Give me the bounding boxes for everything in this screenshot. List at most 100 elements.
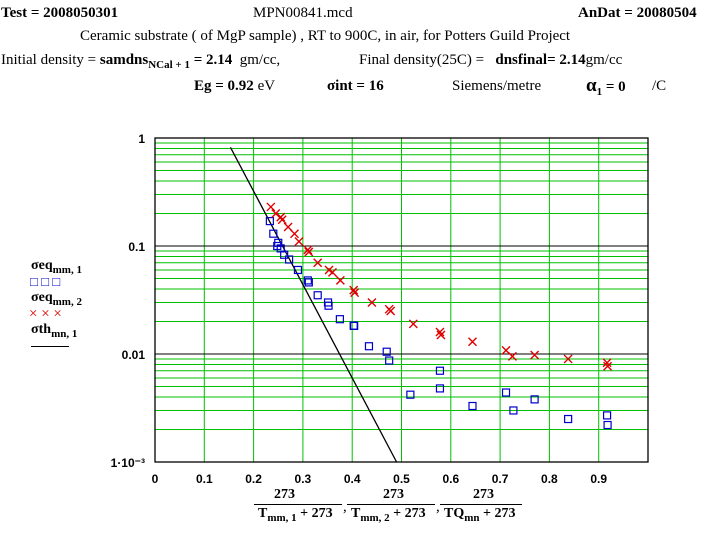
xlabel-den-1: Tmm, 1 + 273 [258,507,333,524]
series-1-point [435,366,445,375]
x-tick-label: 0 [152,472,159,486]
legend-series-1-marker: □ □ □ [30,274,61,289]
series-2-point-stroke [276,212,286,222]
series-1-point [284,255,294,264]
legend-s1-sub: mm, 1 [52,263,82,276]
series-2-point [277,215,287,225]
legend-s3-name: σth [31,322,52,337]
series-3-line [229,147,398,463]
series-1-point [406,390,415,399]
series-2-point [327,267,337,277]
series-2-point-stroke [367,297,377,307]
series-2-point [290,229,300,239]
xlabel-fraction-bar-3 [440,504,522,505]
eg-label: Eg = 0.92 [194,78,254,94]
alpha-symbol: α [586,75,597,96]
xlabel-den-1-rest: + 273 [296,506,333,521]
alpha: α1 = 0 [586,76,626,98]
xlabel-comma-2: , [436,499,440,515]
x-tick-label: 0.4 [344,472,361,486]
series-1-point [350,321,359,331]
series-1-point [313,291,322,300]
series-2-point-stroke [435,327,445,337]
eg-unit: eV [257,78,276,94]
series-2-point [435,327,445,337]
xlabel-den-3: TQmn + 273 [444,507,516,524]
series-1-point [382,347,391,356]
series-2-point [294,237,304,247]
x-tick-label: 0.5 [393,472,410,486]
series-2-point-stroke [271,208,281,218]
final-density-label: Final density(25C) = [359,52,488,68]
series-1-point [364,342,374,351]
andat-label-text: AnDat = [578,5,637,21]
series-1-point [304,278,313,287]
series-1-point [603,420,612,430]
x-tick-label: 0.9 [590,472,607,486]
plot-frame [154,137,649,463]
xlabel-num-2: 273 [383,487,404,502]
series-2-point-stroke [335,275,345,285]
series-2-point [304,247,314,257]
x-tick-label: 0.8 [541,472,558,486]
andat-value: 20080504 [636,5,697,21]
x-tick-label: 0.3 [295,472,312,486]
series-1-point [293,265,303,275]
xlabel-den-1-var: T [258,506,268,521]
test-label-text: Test = [1,5,44,21]
xlabel-den-2-sub: mm, 2 [360,511,390,524]
series-2-point-stroke [327,267,337,277]
series-2-point [349,285,359,295]
series-2-point [335,275,345,285]
series-2-point [350,288,360,298]
series-1-point [385,356,394,365]
series-2-point-stroke [436,330,446,340]
final-density-unit: gm/cc [585,52,623,68]
legend-series-2-marker: × × × [29,306,62,322]
series-1-point [509,406,518,415]
series-1-point [303,276,312,285]
legend-series-2-label: σeqmm, 2 [31,290,82,308]
series-2-point [367,297,377,307]
series-2-point-stroke [294,237,304,247]
series-2-point-stroke [303,245,313,255]
series-2-point [467,337,477,347]
initial-density-sub: NCal + 1 [148,59,190,71]
series-2-point [386,306,396,316]
series-2-point-stroke [266,202,276,212]
y-tick-label: 0.01 [122,348,146,362]
y-tick-label: 1 [138,132,145,146]
xlabel-fraction-bar-2 [347,504,435,505]
series-2-point-stroke [602,358,612,368]
series-2-point [276,212,286,222]
filename: MPN00841.mcd [253,5,353,21]
y-tick-label: 0.1 [128,240,145,254]
series-2-point [530,350,540,360]
series-2-point-stroke [277,215,287,225]
legend-series-3-label: σthmn, 1 [31,322,77,340]
series-2-point [507,351,517,361]
series-1-point [269,229,278,238]
xlabel-num-3: 273 [473,487,494,502]
series-2-point-stroke [467,337,477,347]
initial-density-label: Initial density = [1,52,100,68]
xlabel-den-2-var: T [351,506,361,521]
xlabel-den-3-var: TQ [444,506,465,521]
series-2-point-stroke [408,319,418,329]
xlabel-den-3-rest: + 273 [479,506,516,521]
andat-label: AnDat = 20080504 [578,6,697,21]
final-density-value: = 2.14 [547,52,586,68]
series-1-point [335,315,344,324]
xlabel-num-1: 273 [274,487,295,502]
series-2-point-stroke [603,361,613,371]
series-2-point-stroke [313,258,323,268]
legend-s1-name: σeq [31,258,53,273]
series-2-point [602,358,612,368]
legend-s2-sub: mm, 2 [52,295,82,308]
y-tick-label: 1·10⁻³ [111,456,145,470]
alpha-sub: 1 [596,86,603,98]
final-density-var: dnsfinal [495,52,548,68]
legend-series-1-label: σeqmm, 1 [31,258,82,276]
description: Ceramic substrate ( of MgP sample) , RT … [80,28,571,44]
initial-density-value: = 2.14 [189,52,233,68]
